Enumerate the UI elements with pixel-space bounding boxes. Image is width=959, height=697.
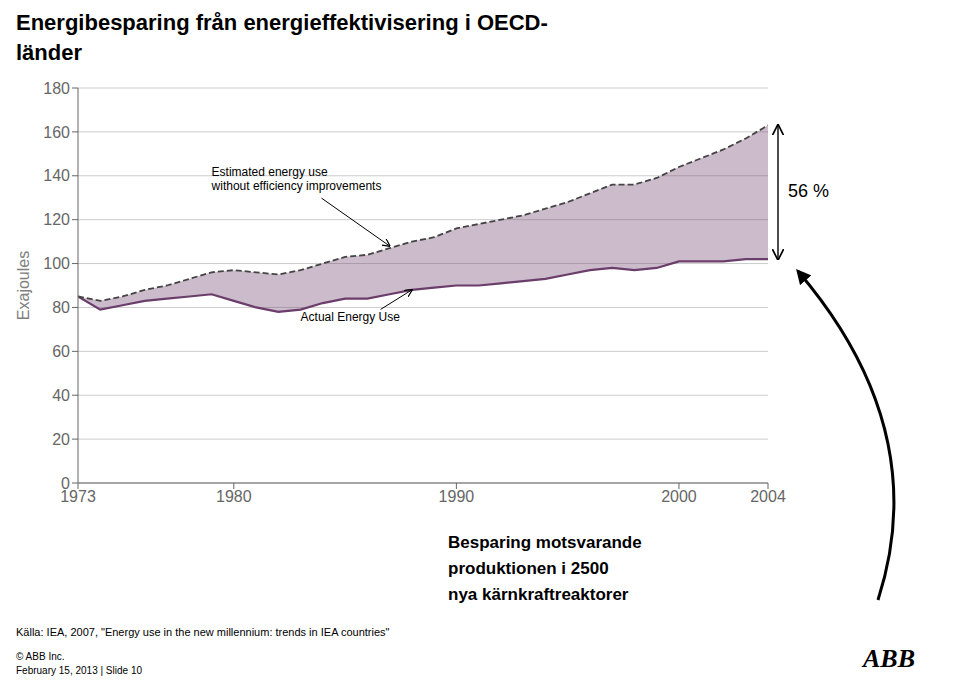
svg-text:80: 80: [52, 299, 70, 316]
svg-text:56 %: 56 %: [788, 181, 829, 201]
svg-text:Estimated energy usewithout ef: Estimated energy usewithout efficiency i…: [211, 165, 382, 193]
svg-text:20: 20: [52, 431, 70, 448]
svg-text:100: 100: [43, 255, 70, 272]
html-text:nya kärnkraftreaktorer: nya kärnkraftreaktorer: [448, 585, 629, 604]
svg-text:Exajoules: Exajoules: [15, 251, 32, 320]
html-text:Källa: IEA, 2007, "Energy use: Källa: IEA, 2007, "Energy use in the new…: [16, 626, 390, 638]
html-text:© ABB Inc.: © ABB Inc.: [16, 651, 65, 662]
svg-text:180: 180: [43, 80, 70, 97]
svg-text:0: 0: [61, 475, 70, 492]
svg-text:1973: 1973: [60, 488, 96, 506]
html-text:produktionen i 2500: produktionen i 2500: [448, 559, 609, 578]
svg-text:120: 120: [43, 211, 70, 228]
html-text:Energibesparing från energieff: Energibesparing från energieffektiviseri…: [16, 10, 548, 35]
html-text:ABB: ABB: [863, 644, 915, 673]
svg-text:2000: 2000: [661, 488, 697, 505]
svg-text:140: 140: [43, 167, 70, 184]
svg-text:160: 160: [43, 124, 70, 141]
html-text:February 15, 2013 | Slide 10: February 15, 2013 | Slide 10: [16, 665, 142, 676]
svg-text:Actual Energy Use: Actual Energy Use: [301, 311, 401, 325]
svg-text:2004: 2004: [750, 488, 786, 505]
svg-text:1990: 1990: [439, 488, 475, 505]
svg-text:40: 40: [52, 387, 70, 404]
svg-text:60: 60: [52, 343, 70, 360]
svg-text:1980: 1980: [216, 488, 252, 505]
html-text:länder: länder: [16, 40, 82, 65]
html-text:Besparing motsvarande: Besparing motsvarande: [448, 533, 642, 552]
